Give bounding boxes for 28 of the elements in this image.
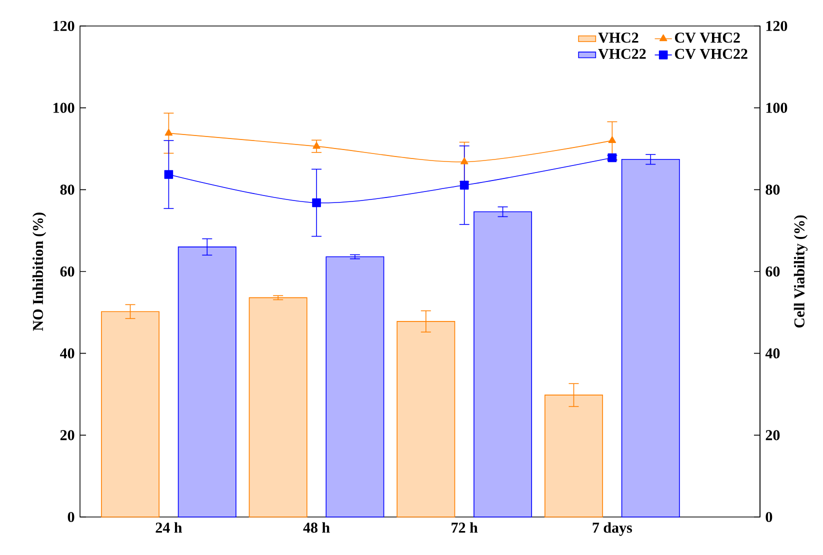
y2-tick-label: 80 (766, 184, 780, 195)
y-tick-label: 20 (60, 430, 74, 440)
y-tick-label: 60 (60, 266, 74, 277)
x-tick-label: 48 h (303, 522, 330, 533)
y2-axis-title: Cell Viability (%) (794, 215, 808, 328)
x-tick-label: 72 h (452, 522, 478, 533)
y2-tick-label: 60 (766, 266, 780, 277)
bar (621, 158, 680, 518)
bar (326, 256, 384, 518)
y-axis-title: NO Inhibition (%) (32, 212, 46, 331)
legend-label: CV VHC22 (674, 48, 748, 59)
legend-label: VHC22 (598, 48, 646, 59)
y-tick-label: 0 (68, 512, 74, 522)
bar (248, 297, 308, 518)
y-tick-label: 120 (54, 20, 74, 32)
legend-label: CV VHC2 (674, 32, 740, 43)
y-tick-label: 80 (60, 184, 74, 195)
bar (474, 211, 532, 518)
y2-tick-label: 100 (766, 102, 788, 113)
y2-tick-label: 20 (766, 430, 780, 440)
y2-tick-label: 120 (766, 20, 788, 32)
y-tick-label: 40 (60, 348, 74, 358)
x-tick-label: 7 days (592, 522, 632, 536)
legend-label: VHC2 (598, 32, 638, 43)
y2-tick-label: 40 (765, 348, 780, 358)
y-tick-label: 100 (54, 102, 74, 113)
x-tick-label: 24 h (156, 522, 182, 533)
y2-tick-label: 0 (766, 512, 772, 522)
